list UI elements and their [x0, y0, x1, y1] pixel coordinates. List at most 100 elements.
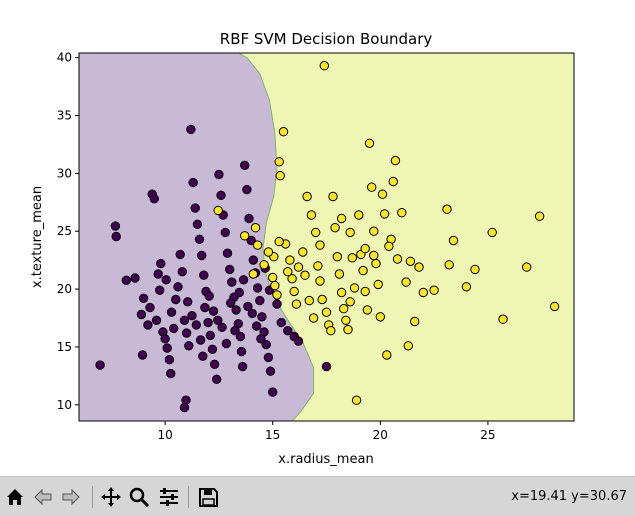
data-point-class-0: [169, 323, 179, 334]
zoom-icon[interactable]: [126, 484, 152, 510]
data-point-class-1: [334, 269, 345, 279]
data-point-class-0: [217, 322, 227, 332]
data-point-class-1: [354, 210, 364, 220]
data-point-class-1: [487, 227, 497, 238]
data-point-class-0: [276, 317, 286, 328]
data-point-class-1: [252, 240, 263, 250]
data-point-class-0: [212, 374, 222, 384]
data-point-class-1: [345, 227, 355, 238]
data-point-class-1: [382, 350, 392, 360]
data-point-class-0: [236, 346, 247, 357]
data-point-class-0: [184, 341, 194, 351]
data-point-class-0: [221, 338, 232, 349]
data-point-class-0: [145, 302, 155, 313]
data-point-class-0: [188, 177, 198, 188]
data-point-class-0: [192, 219, 203, 230]
x-tick-label: 15: [265, 428, 280, 442]
data-point-class-0: [166, 368, 176, 379]
home-icon[interactable]: [2, 484, 28, 510]
pan-icon[interactable]: [98, 484, 124, 510]
data-point-class-0: [173, 282, 183, 292]
data-point-class-0: [195, 335, 206, 345]
data-point-class-0: [321, 361, 332, 372]
data-point-class-1: [291, 299, 302, 309]
data-point-class-1: [285, 255, 295, 265]
data-point-class-1: [332, 252, 342, 262]
data-point-class-0: [156, 258, 166, 269]
data-point-class-0: [186, 124, 196, 135]
y-tick-label: 25: [57, 224, 72, 238]
data-point-class-0: [191, 320, 202, 330]
data-point-class-1: [300, 270, 310, 280]
y-tick-label: 40: [57, 51, 72, 65]
data-point-class-0: [110, 221, 121, 231]
data-point-class-0: [237, 361, 248, 372]
data-point-class-0: [137, 350, 148, 360]
data-point-class-1: [275, 171, 285, 181]
data-point-class-1: [397, 208, 407, 218]
data-point-class-1: [319, 60, 329, 71]
data-point-class-0: [194, 234, 205, 245]
data-point-class-0: [226, 298, 236, 308]
data-point-class-0: [222, 248, 233, 258]
data-point-class-0: [227, 277, 237, 287]
data-point-class-0: [95, 360, 105, 370]
data-point-class-0: [160, 334, 170, 344]
data-point-class-0: [208, 306, 219, 316]
x-tick-label: 25: [480, 428, 495, 442]
data-point-class-0: [183, 297, 193, 307]
data-point-class-1: [392, 254, 403, 264]
data-point-class-0: [177, 267, 188, 277]
data-point-class-1: [384, 241, 394, 252]
data-point-class-1: [287, 274, 297, 284]
y-tick-label: 10: [57, 398, 72, 412]
data-point-class-1: [328, 191, 338, 202]
data-point-class-1: [351, 395, 362, 405]
data-point-class-0: [265, 366, 276, 376]
data-point-class-1: [317, 294, 327, 305]
data-point-class-0: [187, 311, 197, 321]
x-axis-label: x.radius_mean: [278, 452, 373, 467]
data-point-class-1: [213, 205, 223, 216]
data-point-class-0: [153, 269, 163, 279]
data-point-class-1: [442, 204, 452, 214]
axes-frame: [78, 52, 575, 422]
data-point-class-1: [326, 326, 336, 336]
data-point-class-1: [414, 262, 424, 272]
data-point-class-1: [274, 157, 284, 167]
data-point-class-1: [330, 223, 340, 233]
data-point-class-0: [121, 275, 132, 285]
back-icon[interactable]: [30, 484, 56, 510]
data-point-class-1: [278, 127, 289, 137]
data-point-class-1: [360, 286, 370, 297]
data-point-class-1: [522, 262, 532, 272]
navigation-toolbar: x=19.41 y=30.67: [0, 476, 635, 516]
data-point-class-0: [240, 160, 250, 171]
forward-icon[interactable]: [58, 484, 84, 510]
data-point-class-0: [213, 315, 223, 325]
data-point-class-1: [336, 287, 347, 298]
data-point-class-1: [306, 210, 317, 220]
data-point-class-0: [203, 317, 213, 328]
data-point-class-0: [244, 213, 254, 224]
data-point-class-0: [205, 330, 216, 341]
data-point-class-1: [336, 213, 347, 224]
data-point-class-0: [230, 326, 240, 336]
data-point-class-0: [138, 293, 149, 303]
data-point-class-1: [470, 264, 480, 275]
data-point-class-1: [304, 295, 314, 306]
data-point-class-0: [283, 326, 293, 336]
data-point-class-1: [444, 260, 454, 270]
data-point-class-0: [136, 309, 147, 320]
save-icon[interactable]: [195, 484, 221, 510]
data-point-class-1: [302, 191, 312, 202]
data-point-class-1: [360, 243, 370, 254]
data-point-class-0: [179, 315, 190, 325]
y-tick-label: 20: [57, 282, 72, 296]
data-point-class-1: [369, 226, 379, 236]
data-point-class-0: [162, 343, 172, 353]
data-point-class-0: [272, 299, 282, 309]
data-point-class-0: [247, 308, 258, 319]
configure-icon[interactable]: [156, 484, 182, 510]
data-point-class-1: [268, 272, 278, 283]
